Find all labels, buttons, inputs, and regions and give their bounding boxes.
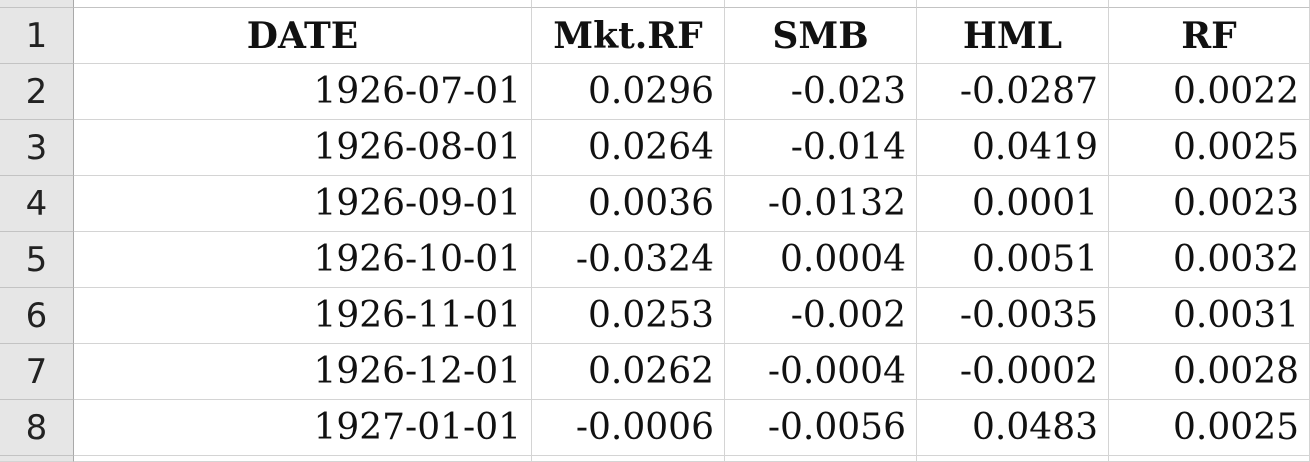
- row-header-4[interactable]: 4: [0, 176, 74, 232]
- row-header-8[interactable]: 8: [0, 400, 74, 456]
- cell-smb[interactable]: -0.0004: [725, 344, 917, 400]
- cell-date[interactable]: 1926-11-01: [74, 288, 532, 344]
- cell-stub: [917, 0, 1109, 8]
- row-header-1[interactable]: 1: [0, 8, 74, 64]
- cell-hml[interactable]: 0.0419: [917, 120, 1109, 176]
- header-cell-rf[interactable]: RF: [1109, 8, 1310, 64]
- cell-mkt-rf[interactable]: 0.0262: [532, 344, 725, 400]
- cell-mkt-rf[interactable]: 0.0036: [532, 176, 725, 232]
- cell-rf[interactable]: 0.0025: [1109, 400, 1310, 456]
- header-cell-date[interactable]: DATE: [74, 8, 532, 64]
- cell-date[interactable]: 1926-08-01: [74, 120, 532, 176]
- cell-smb[interactable]: 0.0004: [725, 232, 917, 288]
- row-header-2[interactable]: 2: [0, 64, 74, 120]
- cell-rf[interactable]: 0.0031: [1109, 288, 1310, 344]
- row-header-5[interactable]: 5: [0, 232, 74, 288]
- cell-rf[interactable]: 0.0025: [1109, 120, 1310, 176]
- cell-mkt-rf[interactable]: -0.0006: [532, 400, 725, 456]
- cell-stub: [917, 456, 1109, 462]
- header-cell-mkt-rf[interactable]: Mkt.RF: [532, 8, 725, 64]
- cell-smb[interactable]: -0.014: [725, 120, 917, 176]
- row-header-7[interactable]: 7: [0, 344, 74, 400]
- cell-date[interactable]: 1926-10-01: [74, 232, 532, 288]
- cell-rf[interactable]: 0.0023: [1109, 176, 1310, 232]
- cell-smb[interactable]: -0.023: [725, 64, 917, 120]
- cell-mkt-rf[interactable]: 0.0296: [532, 64, 725, 120]
- row-header-stub: [0, 456, 74, 462]
- cell-mkt-rf[interactable]: 0.0264: [532, 120, 725, 176]
- row-header-6[interactable]: 6: [0, 288, 74, 344]
- row-header-3[interactable]: 3: [0, 120, 74, 176]
- cell-mkt-rf[interactable]: 0.0253: [532, 288, 725, 344]
- cell-stub: [725, 0, 917, 8]
- header-cell-smb[interactable]: SMB: [725, 8, 917, 64]
- cell-hml[interactable]: 0.0001: [917, 176, 1109, 232]
- cell-hml[interactable]: -0.0287: [917, 64, 1109, 120]
- cell-stub: [532, 456, 725, 462]
- cell-rf[interactable]: 0.0028: [1109, 344, 1310, 400]
- cell-rf[interactable]: 0.0022: [1109, 64, 1310, 120]
- row-header-stub: [0, 0, 74, 8]
- cell-stub: [532, 0, 725, 8]
- cell-date[interactable]: 1926-07-01: [74, 64, 532, 120]
- cell-stub: [74, 456, 532, 462]
- cell-mkt-rf[interactable]: -0.0324: [532, 232, 725, 288]
- cell-stub: [725, 456, 917, 462]
- cell-rf[interactable]: 0.0032: [1109, 232, 1310, 288]
- cell-date[interactable]: 1926-12-01: [74, 344, 532, 400]
- cell-hml[interactable]: -0.0002: [917, 344, 1109, 400]
- cell-stub: [1109, 0, 1310, 8]
- cell-hml[interactable]: 0.0483: [917, 400, 1109, 456]
- cell-smb[interactable]: -0.0132: [725, 176, 917, 232]
- cell-date[interactable]: 1926-09-01: [74, 176, 532, 232]
- cell-smb[interactable]: -0.002: [725, 288, 917, 344]
- cell-date[interactable]: 1927-01-01: [74, 400, 532, 456]
- cell-hml[interactable]: 0.0051: [917, 232, 1109, 288]
- cell-stub: [74, 0, 532, 8]
- cell-stub: [1109, 456, 1310, 462]
- cell-smb[interactable]: -0.0056: [725, 400, 917, 456]
- cell-hml[interactable]: -0.0035: [917, 288, 1109, 344]
- header-cell-hml[interactable]: HML: [917, 8, 1109, 64]
